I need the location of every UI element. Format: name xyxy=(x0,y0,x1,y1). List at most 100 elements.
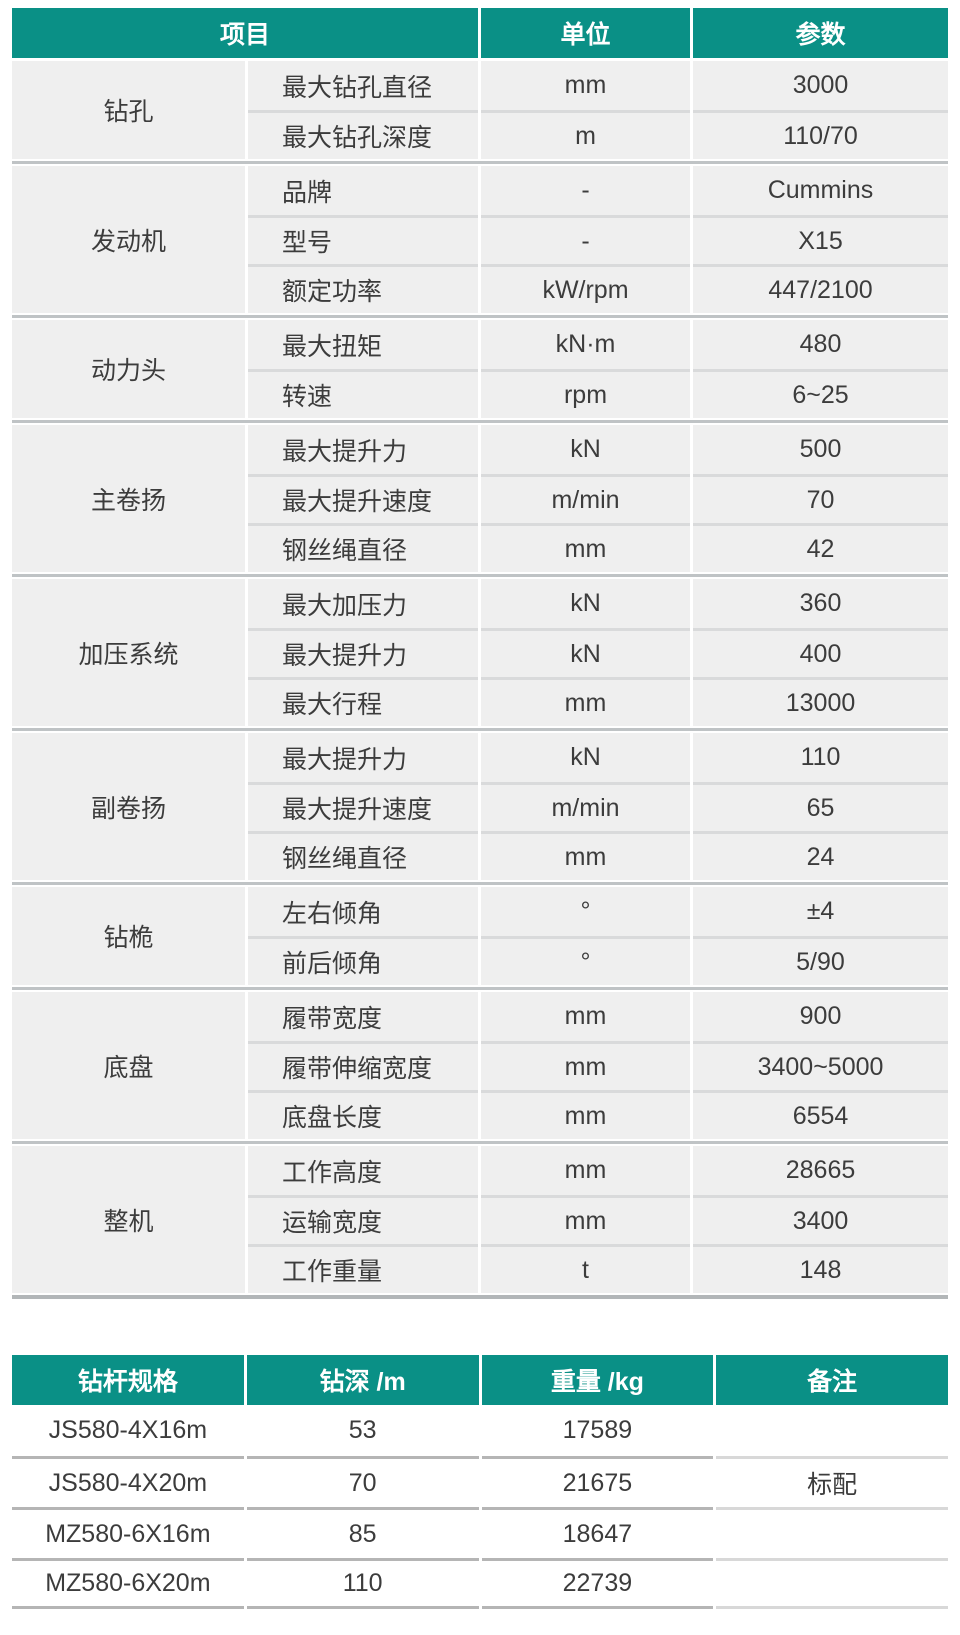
spec-item-cell: 底盘长度 xyxy=(248,1090,478,1139)
spec-item-cell: 最大钻孔深度 xyxy=(248,110,478,159)
spec-item-cell: 最大钻孔直径 xyxy=(248,61,478,110)
spec-unit-cell: mm xyxy=(481,61,690,110)
spec-unit-cell: ° xyxy=(481,936,690,985)
spec-item-cell: 品牌 xyxy=(248,166,478,215)
spec-param-cell: 3400 xyxy=(693,1195,948,1244)
spec-unit-cell: mm xyxy=(481,1041,690,1090)
spec-category-cell: 副卷扬 xyxy=(12,733,245,880)
spec-unit-cell: kN xyxy=(481,425,690,474)
spec-unit-cell: kW/rpm xyxy=(481,264,690,313)
spec-item-cell: 型号 xyxy=(248,215,478,264)
pipe-table-body: JS580-4X16m 53 17589 JS580-4X20m 70 2167… xyxy=(12,1405,948,1609)
spec-item-cell: 最大提升速度 xyxy=(248,474,478,523)
spec-table-header: 项目 单位 参数 xyxy=(12,8,948,58)
spec-param-cell: 6554 xyxy=(693,1090,948,1139)
spec-category-cell: 钻桅 xyxy=(12,887,245,985)
spec-unit-cell: mm xyxy=(481,1090,690,1139)
spec-unit-cell: mm xyxy=(481,1195,690,1244)
spec-item-cell: 工作高度 xyxy=(248,1146,478,1195)
spec-group: 钻孔 最大钻孔直径 mm 3000 最大钻孔深度 m 110/70 xyxy=(12,61,948,159)
pipe-header-spec: 钻杆规格 xyxy=(12,1355,244,1405)
pipe-depth-cell: 85 xyxy=(246,1507,479,1558)
pipe-note-cell: 标配 xyxy=(716,1456,948,1507)
spec-param-cell: 110/70 xyxy=(693,110,948,159)
spec-table-body: 钻孔 最大钻孔直径 mm 3000 最大钻孔深度 m 110/70 发动机 品牌… xyxy=(12,61,948,1299)
spec-item-cell: 左右倾角 xyxy=(248,887,478,936)
spec-unit-cell: mm xyxy=(481,677,690,726)
spec-unit-cell: mm xyxy=(481,1146,690,1195)
pipe-weight-cell: 21675 xyxy=(481,1456,714,1507)
pipe-weight-cell: 18647 xyxy=(481,1507,714,1558)
spec-item-cell: 钢丝绳直径 xyxy=(248,523,478,572)
spec-category-cell: 加压系统 xyxy=(12,579,245,726)
pipe-table-header: 钻杆规格 钻深 /m 重量 /kg 备注 xyxy=(12,1355,948,1405)
spec-param-cell: 42 xyxy=(693,523,948,572)
spec-param-cell: 900 xyxy=(693,992,948,1041)
spec-param-cell: 28665 xyxy=(693,1146,948,1195)
spec-item-cell: 最大行程 xyxy=(248,677,478,726)
spec-item-cell: 最大提升力 xyxy=(248,425,478,474)
spec-category-cell: 主卷扬 xyxy=(12,425,245,572)
spec-item-cell: 运输宽度 xyxy=(248,1195,478,1244)
spec-group: 整机 工作高度 mm 28665 运输宽度 mm 3400 工作重量 t 148 xyxy=(12,1141,948,1293)
spec-category-cell: 发动机 xyxy=(12,166,245,313)
pipe-note-cell xyxy=(716,1507,948,1558)
spec-unit-cell: m xyxy=(481,110,690,159)
spec-unit-cell: m/min xyxy=(481,474,690,523)
spec-param-cell: 110 xyxy=(693,733,948,782)
spec-unit-cell: kN·m xyxy=(481,320,690,369)
pipe-depth-cell: 53 xyxy=(246,1405,479,1456)
pipe-row: MZ580-6X16m 85 18647 xyxy=(12,1507,948,1558)
spec-param-cell: ±4 xyxy=(693,887,948,936)
spec-group: 底盘 履带宽度 mm 900 履带伸缩宽度 mm 3400~5000 底盘长度 … xyxy=(12,987,948,1139)
spec-param-cell: 447/2100 xyxy=(693,264,948,313)
spec-item-cell: 履带伸缩宽度 xyxy=(248,1041,478,1090)
spec-item-cell: 最大提升速度 xyxy=(248,782,478,831)
pipe-weight-cell: 22739 xyxy=(481,1558,714,1609)
spec-unit-cell: mm xyxy=(481,992,690,1041)
spec-item-cell: 转速 xyxy=(248,369,478,418)
spec-group: 加压系统 最大加压力 kN 360 最大提升力 kN 400 最大行程 mm 1… xyxy=(12,574,948,726)
pipe-spec-cell: JS580-4X20m xyxy=(12,1456,244,1507)
spec-param-cell: 6~25 xyxy=(693,369,948,418)
spec-param-cell: 3400~5000 xyxy=(693,1041,948,1090)
spec-item-cell: 履带宽度 xyxy=(248,992,478,1041)
spec-param-cell: 360 xyxy=(693,579,948,628)
spec-group: 钻桅 左右倾角 ° ±4 前后倾角 ° 5/90 xyxy=(12,882,948,985)
spec-unit-cell: - xyxy=(481,215,690,264)
spec-header-param: 参数 xyxy=(693,8,948,58)
spec-param-cell: 24 xyxy=(693,831,948,880)
pipe-note-cell xyxy=(716,1558,948,1609)
spec-param-cell: 500 xyxy=(693,425,948,474)
spec-category-cell: 整机 xyxy=(12,1146,245,1293)
spec-item-cell: 前后倾角 xyxy=(248,936,478,985)
pipe-spec-cell: MZ580-6X16m xyxy=(12,1507,244,1558)
pipe-spec-cell: MZ580-6X20m xyxy=(12,1558,244,1609)
spec-param-cell: Cummins xyxy=(693,166,948,215)
spec-param-cell: 480 xyxy=(693,320,948,369)
spec-unit-cell: kN xyxy=(481,579,690,628)
pipe-header-depth: 钻深 /m xyxy=(246,1355,479,1405)
spec-unit-cell: rpm xyxy=(481,369,690,418)
spec-item-cell: 钢丝绳直径 xyxy=(248,831,478,880)
spec-param-cell: 13000 xyxy=(693,677,948,726)
spec-param-cell: 3000 xyxy=(693,61,948,110)
spec-unit-cell: m/min xyxy=(481,782,690,831)
spec-unit-cell: mm xyxy=(481,523,690,572)
spec-param-cell: 70 xyxy=(693,474,948,523)
spec-group: 副卷扬 最大提升力 kN 110 最大提升速度 m/min 65 钢丝绳直径 m… xyxy=(12,728,948,880)
spec-group: 发动机 品牌 - Cummins 型号 - X15 额定功率 kW/rpm 44… xyxy=(12,161,948,313)
spec-param-cell: 400 xyxy=(693,628,948,677)
pipe-row: MZ580-6X20m 110 22739 xyxy=(12,1558,948,1609)
spec-item-cell: 最大提升力 xyxy=(248,733,478,782)
pipe-table: 钻杆规格 钻深 /m 重量 /kg 备注 JS580-4X16m 53 1758… xyxy=(12,1355,948,1609)
pipe-note-cell xyxy=(716,1405,948,1456)
spec-param-cell: 148 xyxy=(693,1244,948,1293)
spec-unit-cell: - xyxy=(481,166,690,215)
spec-category-cell: 钻孔 xyxy=(12,61,245,159)
spec-header-unit: 单位 xyxy=(481,8,690,58)
spec-item-cell: 最大提升力 xyxy=(248,628,478,677)
pipe-row: JS580-4X16m 53 17589 xyxy=(12,1405,948,1456)
spec-unit-cell: ° xyxy=(481,887,690,936)
